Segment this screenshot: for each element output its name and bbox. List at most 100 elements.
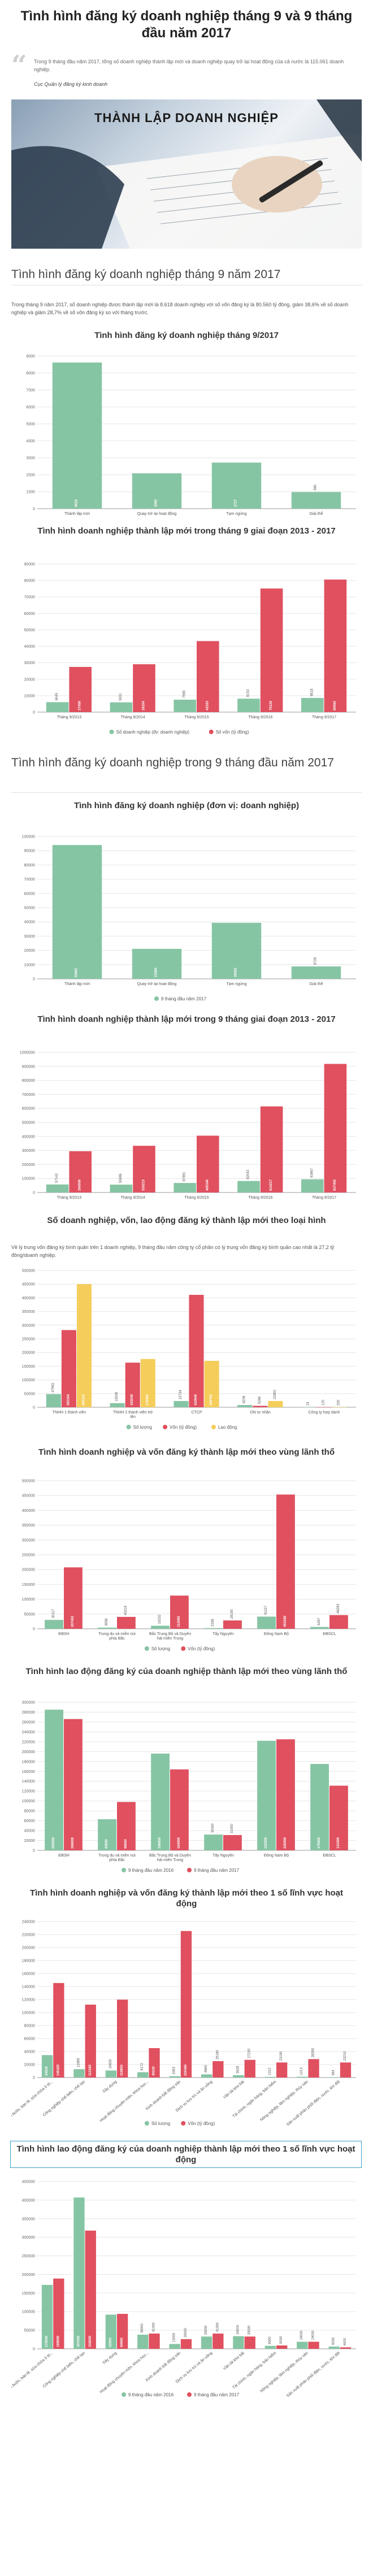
y-tick-label: 500000 [22,1480,35,1484]
bar [297,2341,308,2349]
data-label: 175000 [318,1837,321,1849]
bar [52,362,102,509]
y-tick-label: 20000 [24,2063,36,2067]
bar [316,1407,332,1408]
chart-container: 0 50000 100000 150000 200000 250000 300000 3500… [11,1266,362,1436]
y-tick-label: 60000 [24,892,36,896]
chart-title: Tình hình doanh nghiệp thành lập mới tro… [37,526,336,536]
y-tick-label: 900000 [22,1065,35,1069]
y-tick-label: 40000 [24,921,36,925]
data-label: 10232 [158,1614,162,1624]
y-tick-label: 120000 [22,1998,35,2002]
y-tick-label: 80000 [24,579,36,583]
category-label: Tạm ngừng [226,982,246,986]
y-tick-label: 0 [33,1628,35,1632]
bar [264,2076,276,2078]
bar [98,1627,116,1629]
y-tick-label: 500000 [22,1269,35,1273]
bar [253,1406,268,1407]
y-tick-label: 240000 [22,1731,35,1734]
y-tick-label: 6000 [26,406,35,410]
data-label: 3628 [236,2066,240,2074]
data-label: 43163 [206,701,209,710]
bar [151,1625,170,1629]
y-tick-label: 1000000 [20,1051,35,1055]
legend-swatch [154,996,159,1001]
y-tick-label: 260000 [22,1720,35,1724]
y-tick-label: 200000 [22,2273,35,2277]
bar [46,1184,69,1192]
category-label: Thành lập mới [64,512,90,516]
chart-container: 0 10000 20000 30000 40000 50000 60000 70000 8000… [11,560,362,740]
y-tick-label: 120000 [22,1790,35,1794]
y-tick-label: 100000 [22,2011,35,2015]
category-label: Tháng 9/2014 [121,1196,145,1200]
y-tick-label: 300000 [22,1149,35,1153]
data-label: 28190 [231,1609,234,1619]
legend-swatch [109,730,114,734]
bar [197,1135,219,1192]
data-label: 40218 [124,1606,128,1615]
category-label: phía Bắc [109,1857,125,1862]
bar [237,1181,260,1192]
data-label: 12865 [77,2058,80,2067]
legend-swatch [144,2121,149,2126]
bar [137,2335,149,2349]
bar [257,1741,276,1850]
bar [105,2314,116,2349]
data-label: 2086 [155,499,158,507]
y-tick-label: 350000 [22,2217,35,2221]
bar [340,2347,352,2349]
y-tick-label: 150000 [22,1365,35,1369]
bar [291,966,341,979]
category-label: CTCP [191,1411,202,1415]
bar [244,2059,255,2078]
data-label: 5931 [119,693,123,701]
category-label: Đông Nam Bộ [264,1632,289,1636]
data-label: 31000 [231,1824,234,1833]
data-label: 120 [322,1399,326,1406]
category-label: Giải thể [309,511,323,516]
data-label: 266000 [71,1837,75,1849]
quote-icon: “ [11,50,27,81]
y-tick-label: 0 [33,508,35,511]
bar [169,2344,180,2349]
category-label: ĐBSCL [323,1854,336,1858]
data-label: 282164 [67,1394,70,1406]
data-label: 63000 [105,1839,109,1849]
y-tick-label: 140000 [22,1985,35,1989]
data-label: 6000 [332,2337,336,2345]
data-label: 33000 [248,2325,251,2335]
data-label: 176394 [146,1394,149,1406]
chart-9-months-2013-2017: 0 100000 200000 300000 400000 500000 600000 700… [20,1051,356,1200]
legend-swatch [144,1646,149,1651]
data-label: 75128 [270,701,273,710]
y-tick-label: 700000 [22,1093,35,1097]
legend-swatch [181,1646,186,1651]
y-tick-label: 40000 [24,645,36,649]
bar [233,2336,244,2349]
data-label: 453390 [284,1615,287,1627]
data-label: 15038 [115,1391,119,1401]
y-tick-label: 70000 [24,596,36,600]
data-label: 980 [314,484,318,491]
legend-label: Lao động [218,1425,237,1430]
bar [237,1405,253,1407]
y-tick-label: 70000 [24,878,36,882]
data-label: 4000 [344,2338,347,2345]
bar [276,1739,295,1850]
category-label: Sản xuất phân phối điện, nước, khí đốt [285,2079,341,2127]
bar [260,588,283,712]
category-label: TNHH 1 thành viên [53,1411,86,1415]
bar [41,2055,53,2078]
category-label: DN tư nhân [250,1411,271,1415]
chart-title: Tình hình đăng ký doanh nghiệp (đơn vị: … [73,801,300,810]
y-tick-label: 50000 [24,1392,36,1396]
y-tick-label: 250000 [22,1338,35,1342]
data-label: 112180 [89,2065,92,2076]
category-label: lên [131,1415,136,1419]
category-label: Đông Nam Bộ [264,1854,289,1858]
bar [301,697,324,712]
bar [257,1616,276,1629]
data-label: 28350 [312,2048,315,2057]
